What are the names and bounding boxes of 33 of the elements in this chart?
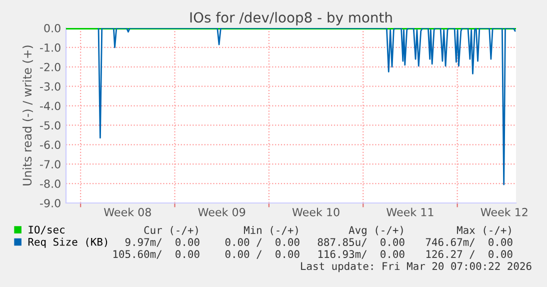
chart-title: IOs for /dev/loop8 - by month [190, 12, 392, 26]
y-tick-label: -7.0 [40, 160, 60, 168]
y-axis-title: Units read (-) / write (+) [22, 46, 34, 186]
y-tick-label: -5.0 [40, 121, 60, 130]
y-tick-label: -3.0 [40, 82, 60, 91]
text: 887.85u/ 0.00 [318, 238, 404, 247]
legend-label: IO/sec [28, 226, 64, 234]
text: 9.97m/ 0.00 [125, 238, 200, 247]
y-tick-label: -6.0 [40, 140, 60, 150]
text: Last update: Fri Mar 20 07:00:22 2026 [301, 262, 532, 272]
text: 116.93m/ 0.00 [318, 250, 404, 259]
text: 746.67m/ 0.00 [426, 238, 512, 247]
text: Min (-/+) [244, 226, 298, 236]
x-tick-label: Week 12 [480, 208, 528, 216]
line-series [98, 28, 516, 186]
y-tick-label: -4.0 [40, 102, 60, 110]
legend-label: Req Size (KB) [28, 238, 108, 248]
y-tick-label: -9.0 [40, 198, 60, 208]
text: Cur (-/+) [144, 226, 198, 236]
y-tick-label: -2.0 [40, 62, 60, 72]
text: 126.27 / 0.00 [426, 250, 512, 259]
y-tick-label: -8.0 [40, 180, 60, 188]
y-tick-label: 0.0 [44, 24, 60, 32]
text: Avg (-/+) [348, 226, 403, 236]
x-tick-label: Week 08 [104, 208, 151, 216]
x-tick-label: Week 10 [292, 208, 340, 216]
text: 0.00 / 0.00 [225, 238, 300, 247]
y-tick-label: -1.0 [40, 43, 60, 52]
x-tick-label: Week 11 [386, 208, 434, 216]
text: Max (-/+) [456, 226, 511, 236]
text: 0.00 / 0.00 [225, 250, 300, 259]
x-tick-label: Week 09 [198, 208, 246, 216]
text: 105.60m/ 0.00 [113, 250, 200, 259]
